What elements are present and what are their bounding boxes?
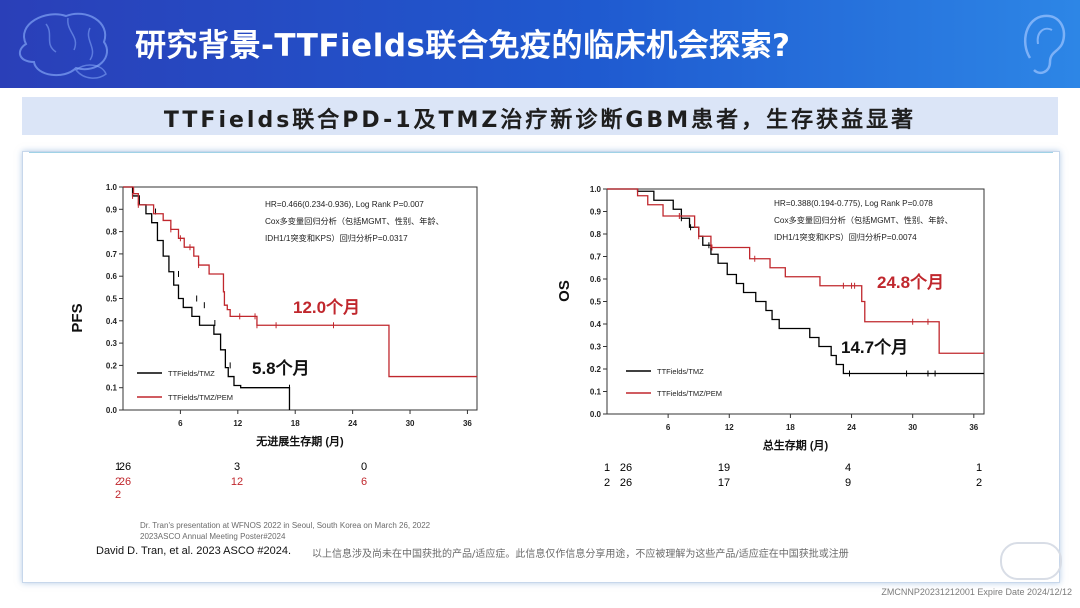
km-pfs-legend-label-tmz: TTFields/TMZ xyxy=(168,369,215,378)
km-os-ytick-label: 0.3 xyxy=(590,343,602,352)
km-os-series-line-pem xyxy=(607,188,984,354)
km-os-xtick-label: 36 xyxy=(969,423,978,432)
km-os-atrisk-value: 17 xyxy=(718,477,730,489)
disclaimer: 以上信息涉及尚未在中国获批的产品/适应症。此信息仅作信息分享用途，不应被理解为这… xyxy=(312,549,849,560)
km-os-ytick-label: 0.6 xyxy=(590,275,602,284)
km-os-annotation: Cox多变量回归分析（包括MGMT、性别、年龄、 xyxy=(774,215,953,225)
km-os-atrisk-value: 1 xyxy=(976,462,982,474)
km-os-xtick-label: 30 xyxy=(908,423,917,432)
km-os-median-label-tmz: 14.7个月 xyxy=(841,337,908,357)
km-pfs-xlabel: 无进展生存期 (月) xyxy=(255,434,344,448)
page-title: 研究背景-TTFields联合免疫的临床机会探索? xyxy=(135,28,791,64)
km-os-ytick-label: 0.4 xyxy=(590,320,602,329)
km-pfs-series-line-pem xyxy=(123,186,477,378)
km-os-xlabel: 总生存期 (月) xyxy=(763,438,829,452)
km-os-xtick-label: 24 xyxy=(847,423,856,432)
km-pfs-atrisk-value: 6 xyxy=(361,476,367,488)
brain-icon xyxy=(18,12,109,79)
km-pfs-xtick-label: 12 xyxy=(233,419,242,428)
km-os-ytick-label: 0.7 xyxy=(590,253,602,262)
km-pfs-xtick-label: 30 xyxy=(406,419,415,428)
ear-icon xyxy=(1024,14,1066,74)
km-os-legend-label-tmz: TTFields/TMZ xyxy=(657,367,704,376)
km-os-xtick-label: 6 xyxy=(666,423,671,432)
km-pfs-xtick-label: 6 xyxy=(178,419,183,428)
km-os-ytick-label: 1.0 xyxy=(590,185,602,194)
subtitle-band: TTFields联合PD-1及TMZ治疗新诊断GBM患者，生存获益显著 xyxy=(22,97,1058,135)
km-pfs-ytick-label: 0.3 xyxy=(106,339,118,348)
slide-header: 研究背景-TTFields联合免疫的临床机会探索? xyxy=(0,0,1080,88)
panel-top-line xyxy=(29,152,1053,153)
km-pfs-ytick-label: 0.5 xyxy=(106,295,118,304)
km-os-atrisk-value: 2 xyxy=(976,477,982,489)
km-pfs-ytick-label: 0.6 xyxy=(106,272,118,281)
km-pfs-atrisk-value: 3 xyxy=(234,461,240,473)
km-os-ytick-label: 0.2 xyxy=(590,365,602,374)
km-pfs-median-label-tmz: 5.8个月 xyxy=(252,358,310,378)
km-pfs-median-label-pem: 12.0个月 xyxy=(293,297,360,317)
km-pfs-annotation: IDH1/1突变和KPS）回归分析P=0.0317 xyxy=(265,233,408,243)
slide-subtitle: TTFields联合PD-1及TMZ治疗新诊断GBM患者，生存获益显著 xyxy=(163,108,917,133)
footer-code: ZMCNNP20231212001 Expire Date 2024/12/12 xyxy=(881,587,1072,597)
km-pfs-annotation: HR=0.466(0.234-0.936), Log Rank P=0.007 xyxy=(265,200,424,209)
km-os-atrisk-value: 4 xyxy=(845,462,851,474)
km-pfs-atrisk-value: 26 xyxy=(119,461,131,473)
km-os-legend-label-pem: TTFields/TMZ/PEM xyxy=(657,389,722,398)
km-pfs-xtick-label: 24 xyxy=(348,419,357,428)
km-os-atrisk-value: 26 xyxy=(620,477,632,489)
km-pfs-atrisk-value: 0 xyxy=(361,461,367,473)
km-os-atrisk-value: 26 xyxy=(620,462,632,474)
km-pfs-ytick-label: 0.2 xyxy=(106,361,118,370)
km-os-ytick-label: 0.8 xyxy=(590,230,602,239)
km-os-series-line-tmz xyxy=(607,188,984,375)
km-pfs-ytick-label: 0.7 xyxy=(106,250,118,259)
km-os-ylabel: OS xyxy=(556,280,573,302)
km-pfs-legend-label-pem: TTFields/TMZ/PEM xyxy=(168,393,233,402)
km-pfs-ytick-label: 1.0 xyxy=(106,183,118,192)
km-os-ytick-label: 0.5 xyxy=(590,298,602,307)
km-pfs-series-line-tmz xyxy=(123,186,291,410)
km-os-ytick-label: 0.1 xyxy=(590,388,602,397)
km-os-atrisk-row-label: 2 xyxy=(604,477,610,489)
km-pfs-ytick-label: 0.9 xyxy=(106,205,118,214)
watermark-logo xyxy=(1000,542,1062,580)
km-pfs-ytick-label: 0.8 xyxy=(106,228,118,237)
km-pfs-xtick-label: 18 xyxy=(291,419,300,428)
km-os-atrisk-row-label: 1 xyxy=(604,462,610,474)
km-pfs-ylabel: PFS xyxy=(69,303,86,332)
km-pfs-atrisk-row-label: 2 xyxy=(115,476,121,488)
km-pfs-ytick-label: 0.4 xyxy=(106,317,118,326)
km-pfs-ytick-label: 0.1 xyxy=(106,384,118,393)
reference-small: Dr. Tran's presentation at WFNOS 2022 in… xyxy=(140,520,430,542)
km-os-atrisk-value: 19 xyxy=(718,462,730,474)
reference-main: David D. Tran, et al. 2023 ASCO #2024. xyxy=(96,545,292,557)
km-pfs-atrisk-value: 26 xyxy=(119,476,131,488)
reference-small-line2: 2023ASCO Annual Meeting Poster#2024 xyxy=(140,532,286,541)
km-pfs-atrisk-row-label: 1 xyxy=(115,461,121,473)
km-os-atrisk-value: 9 xyxy=(845,477,851,489)
km-os-ytick-label: 0.0 xyxy=(590,410,602,419)
km-os-ytick-label: 0.9 xyxy=(590,208,602,217)
km-os-annotation: HR=0.388(0.194-0.775), Log Rank P=0.078 xyxy=(774,199,933,208)
km-pfs-annotation: Cox多变量回归分析（包括MGMT、性别、年龄、 xyxy=(265,216,444,226)
km-os-annotation: IDH1/1突变和KPS）回归分析P=0.0074 xyxy=(774,232,917,242)
chart-panel xyxy=(22,151,1060,583)
km-pfs-atrisk-row-label: 2 xyxy=(115,489,121,501)
km-os-median-label-pem: 24.8个月 xyxy=(877,272,944,292)
km-pfs-ytick-label: 0.0 xyxy=(106,406,118,415)
reference-small-line1: Dr. Tran's presentation at WFNOS 2022 in… xyxy=(140,521,431,530)
km-pfs-atrisk-value: 12 xyxy=(231,476,243,488)
km-pfs-xtick-label: 36 xyxy=(463,419,472,428)
km-os-xtick-label: 18 xyxy=(786,423,795,432)
km-os-xtick-label: 12 xyxy=(725,423,734,432)
